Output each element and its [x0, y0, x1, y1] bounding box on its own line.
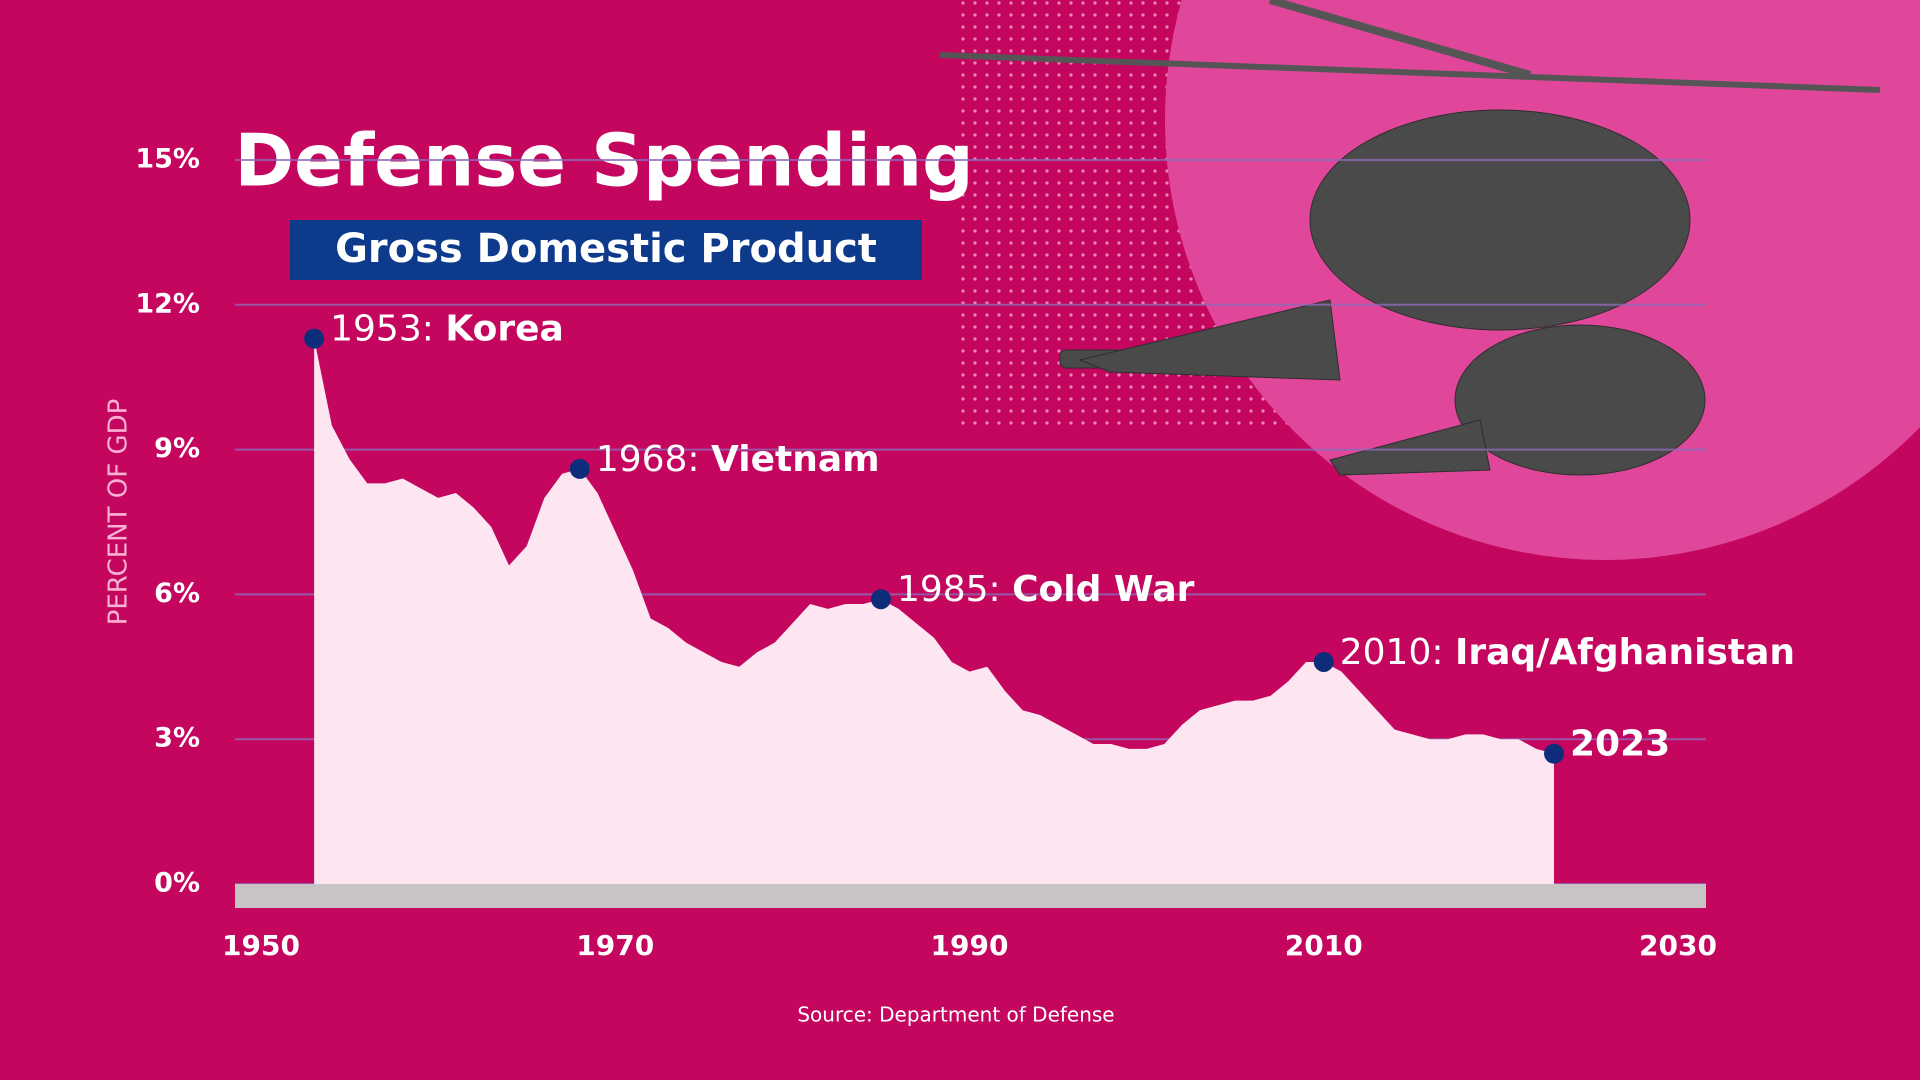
x-tick-label: 1970 [576, 929, 654, 962]
annotation-label: 1953: Korea [330, 309, 564, 350]
y-tick-label: 12% [135, 288, 200, 319]
chart-subtitle: Gross Domestic Product [335, 226, 877, 272]
y-tick-label: 6% [154, 578, 200, 609]
annotation-point [304, 328, 325, 349]
annotation-name: Korea [445, 309, 563, 350]
x-tick-label: 1950 [222, 929, 300, 962]
source-note: Source: Department of Defense [797, 1003, 1114, 1027]
annotation-label: 2010: Iraq/Afghanistan [1340, 632, 1795, 673]
y-tick-label: 9% [154, 433, 200, 464]
annotation-point [569, 458, 590, 479]
annotation-point [870, 589, 891, 610]
annotation-label: 1968: Vietnam [596, 439, 880, 480]
y-tick-label: 3% [154, 723, 200, 754]
annotation-name: Cold War [1012, 569, 1195, 610]
baseline-bar [235, 884, 1706, 908]
helicopter-illustration [939, 0, 1881, 476]
annotation-label: 1985: Cold War [897, 569, 1195, 610]
annotation-name: Iraq/Afghanistan [1455, 632, 1795, 673]
annotation-name: Vietnam [711, 439, 880, 480]
annotation-label: 2023 [1570, 724, 1670, 765]
area [314, 338, 1555, 884]
subtitle-box [290, 220, 922, 280]
y-tick-label: 15% [135, 144, 200, 175]
annotation-point [1313, 651, 1334, 672]
annotation-year: 1953: [330, 309, 434, 350]
x-tick-label: 2030 [1639, 929, 1717, 962]
y-tick-label: 0% [154, 868, 200, 899]
annotation-point [1544, 743, 1565, 764]
y-axis-label: PERCENT OF GDP [104, 399, 134, 626]
x-tick-label: 1990 [931, 929, 1009, 962]
annotation-name: 2023 [1570, 724, 1670, 765]
annotation-year: 1985: [897, 569, 1001, 610]
x-tick-label: 2010 [1285, 929, 1363, 962]
annotation-year: 2010: [1340, 632, 1444, 673]
annotation-year: 1968: [596, 439, 700, 480]
